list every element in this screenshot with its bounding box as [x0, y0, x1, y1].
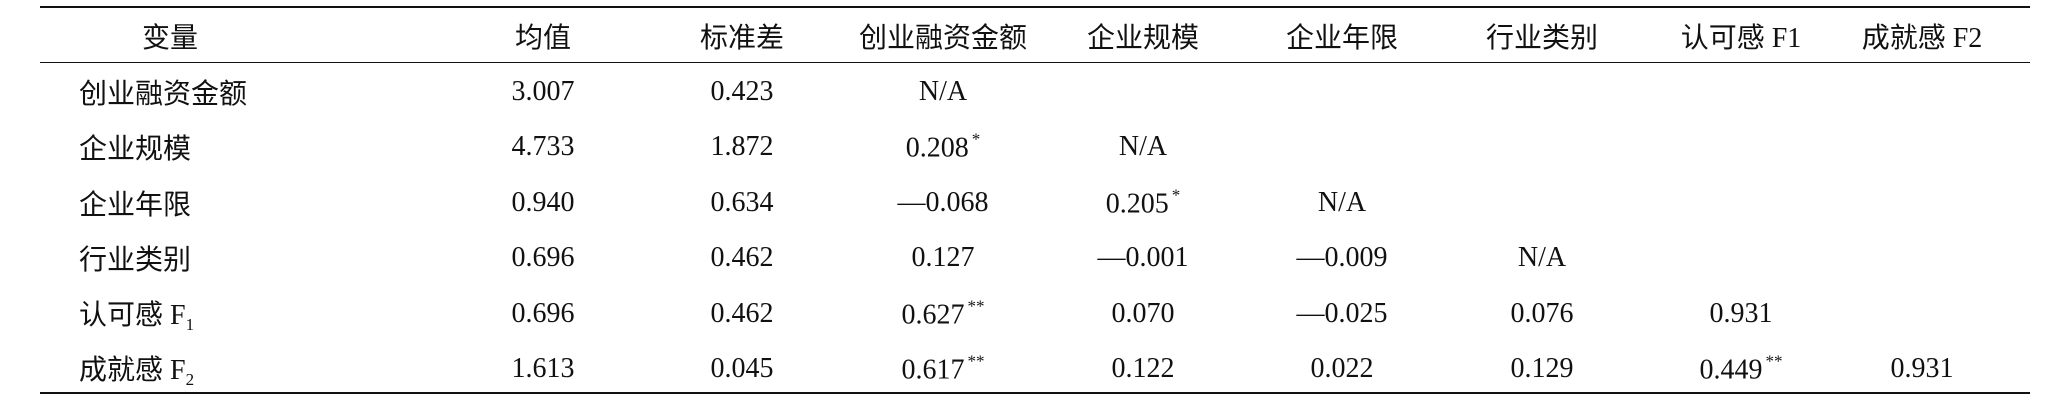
- header-cell: 成就感 F2: [1861, 23, 1983, 54]
- data-cell-text: —0.068: [897, 187, 989, 218]
- data-cell-text: 0.127: [911, 242, 975, 273]
- data-cell: 0.940: [512, 187, 575, 219]
- data-cell-text: 0.208: [905, 132, 969, 164]
- data-cell-text: 0.045: [710, 353, 774, 384]
- data-cell-text: —0.025: [1296, 298, 1388, 329]
- significance-mark: **: [1765, 351, 1783, 371]
- row-label-text: 创业融资金额: [79, 79, 248, 110]
- data-cell: 0.129: [1511, 353, 1574, 385]
- data-cell-text: 0.696: [511, 242, 575, 273]
- data-cell-text: 0.423: [710, 76, 774, 107]
- data-cell-text: 0.940: [511, 187, 575, 218]
- row-label: 创业融资金额: [79, 72, 247, 112]
- data-cell-text: N/A: [918, 76, 968, 107]
- data-cell: N/A: [1518, 242, 1566, 274]
- data-cell-text: 0.696: [511, 298, 575, 329]
- data-cell: —0.001: [1098, 242, 1189, 274]
- top-rule: [40, 6, 2030, 8]
- data-cell: 0.696: [512, 242, 575, 274]
- data-cell-text: N/A: [1517, 242, 1567, 273]
- data-cell: 1.613: [512, 353, 575, 385]
- data-cell-text: 1.613: [511, 353, 575, 384]
- data-cell: 0.449 **: [1700, 352, 1783, 387]
- header-rule: [40, 62, 2030, 63]
- data-cell-text: 0.931: [1709, 298, 1773, 329]
- data-cell-text: 0.627: [901, 299, 965, 331]
- data-cell-text: 0.129: [1510, 353, 1574, 384]
- data-cell: 0.070: [1112, 298, 1175, 330]
- data-cell: 0.462: [711, 242, 774, 274]
- subscript: 1: [185, 315, 195, 334]
- row-label-text: 企业规模: [79, 134, 192, 165]
- data-cell-text: 0.931: [1890, 353, 1954, 384]
- data-cell-text: 4.733: [511, 131, 575, 162]
- header-cell: 企业规模: [1086, 23, 1200, 54]
- row-label: 认可感 F1: [79, 293, 194, 335]
- header-cell: 认可感 F1: [1680, 23, 1802, 54]
- data-cell-text: 3.007: [511, 76, 575, 107]
- header-cell: 均值: [514, 23, 572, 54]
- data-cell: 0.696: [512, 298, 575, 330]
- header-cell: 创业融资金额: [858, 23, 1028, 54]
- row-label-text: 认可感 F: [79, 300, 186, 331]
- data-cell-text: 0.617: [901, 354, 965, 386]
- subscript: 2: [185, 370, 195, 389]
- row-label-text: 企业年限: [79, 190, 192, 221]
- data-cell: —0.068: [898, 187, 989, 219]
- header-cell: 变量: [141, 23, 199, 54]
- row-label: 企业规模: [79, 127, 191, 167]
- row-label: 企业年限: [79, 183, 191, 223]
- data-cell: 0.208 *: [906, 130, 981, 165]
- bottom-rule: [40, 392, 2030, 394]
- data-cell: 0.076: [1511, 298, 1574, 330]
- data-cell-text: N/A: [1118, 131, 1168, 162]
- data-cell: 3.007: [512, 76, 575, 108]
- data-cell-text: 1.872: [710, 131, 774, 162]
- data-cell: 0.122: [1112, 353, 1175, 385]
- data-cell: 0.022: [1311, 353, 1374, 385]
- data-cell: —0.009: [1297, 242, 1388, 274]
- significance-mark: **: [967, 351, 985, 371]
- data-cell: 4.733: [512, 131, 575, 163]
- data-cell-text: —0.009: [1296, 242, 1388, 273]
- header-cell: 企业年限: [1285, 23, 1399, 54]
- data-cell: —0.025: [1297, 298, 1388, 330]
- data-cell: 0.931: [1891, 353, 1954, 385]
- data-cell-text: N/A: [1317, 187, 1367, 218]
- data-cell: N/A: [1119, 131, 1167, 163]
- significance-mark: **: [967, 296, 985, 316]
- data-cell: N/A: [1318, 187, 1366, 219]
- data-cell: 0.462: [711, 298, 774, 330]
- significance-mark: *: [971, 129, 981, 149]
- header-cell: 标准差: [699, 23, 785, 54]
- data-cell-text: 0.462: [710, 298, 774, 329]
- row-label: 行业类别: [79, 238, 191, 278]
- data-cell-text: 0.122: [1111, 353, 1175, 384]
- row-label-text: 行业类别: [79, 245, 192, 276]
- data-cell-text: 0.634: [710, 187, 774, 218]
- row-label: 成就感 F2: [79, 348, 194, 390]
- data-cell: N/A: [919, 76, 967, 108]
- data-cell-text: 0.076: [1510, 298, 1574, 329]
- data-cell-text: 0.462: [710, 242, 774, 273]
- data-cell: 0.423: [711, 76, 774, 108]
- data-cell: 1.872: [711, 131, 774, 163]
- data-cell-text: 0.449: [1699, 354, 1763, 386]
- data-cell: 0.205 *: [1106, 186, 1181, 221]
- data-cell-text: 0.205: [1105, 188, 1169, 220]
- data-cell: 0.634: [711, 187, 774, 219]
- header-cell: 行业类别: [1485, 23, 1599, 54]
- data-cell: 0.931: [1710, 298, 1773, 330]
- data-cell: 0.627 **: [902, 297, 985, 332]
- row-label-text: 成就感 F: [79, 355, 186, 386]
- data-cell: 0.045: [711, 353, 774, 385]
- data-cell-text: 0.070: [1111, 298, 1175, 329]
- data-cell-text: 0.022: [1310, 353, 1374, 384]
- data-cell: 0.617 **: [902, 352, 985, 387]
- data-cell-text: —0.001: [1097, 242, 1189, 273]
- data-cell: 0.127: [912, 242, 975, 274]
- significance-mark: *: [1171, 185, 1181, 205]
